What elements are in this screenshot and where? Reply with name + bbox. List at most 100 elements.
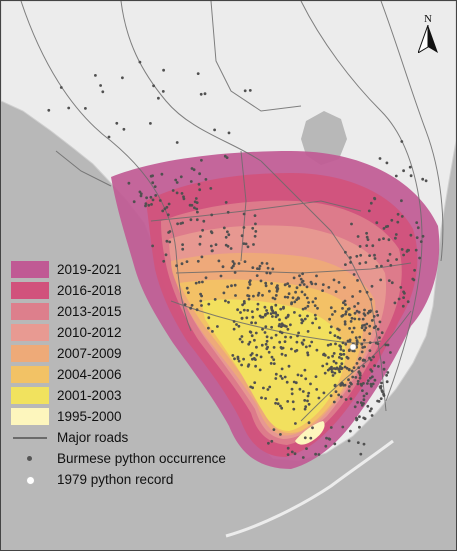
legend-label-1995-2000: 1995-2000 — [57, 409, 122, 424]
occurrence-point — [327, 437, 331, 441]
occurrence-point — [209, 244, 213, 248]
occurrence-point — [304, 306, 307, 310]
occurrence-point — [224, 235, 228, 239]
legend-swatch-2001-2003 — [11, 387, 49, 404]
occurrence-point — [211, 330, 214, 333]
occurrence-point — [163, 207, 167, 211]
occurrence-point — [248, 89, 252, 92]
occurrence-point — [373, 257, 377, 260]
occurrence-point — [311, 321, 314, 325]
occurrence-point — [355, 254, 359, 258]
occurrence-point — [294, 290, 297, 294]
occurrence-point — [199, 299, 203, 303]
occurrence-point — [349, 397, 353, 401]
occurrence-point — [138, 60, 142, 64]
occurrence-point — [334, 361, 338, 365]
occurrence-point — [355, 418, 358, 422]
occurrence-point — [185, 260, 189, 263]
occurrence-point — [363, 328, 366, 332]
occurrence-point — [253, 214, 257, 218]
occurrence-point — [196, 259, 200, 263]
occurrence-point — [400, 215, 404, 218]
occurrence-point — [269, 312, 273, 315]
occurrence-point — [101, 90, 105, 94]
occurrence-point — [274, 377, 278, 380]
occurrence-point — [368, 254, 371, 257]
occurrence-point — [197, 280, 201, 284]
occurrence-point — [307, 391, 311, 395]
occurrence-point — [280, 377, 284, 380]
occurrence-point — [347, 349, 351, 352]
occurrence-point — [158, 199, 162, 202]
occurrence-point — [282, 305, 285, 309]
occurrence-point — [296, 373, 300, 377]
occurrence-point — [394, 174, 398, 178]
occurrence-point — [364, 326, 368, 330]
occurrence-point — [341, 314, 345, 317]
occurrence-point — [271, 315, 274, 318]
occurrence-point — [59, 86, 63, 89]
occurrence-point — [303, 293, 307, 297]
occurrence-point — [338, 336, 342, 340]
occurrence-point — [359, 401, 363, 405]
occurrence-point — [365, 231, 368, 235]
occurrence-point — [339, 345, 343, 348]
occurrence-point — [194, 197, 198, 200]
occurrence-point — [284, 316, 288, 320]
occurrence-point — [358, 376, 362, 380]
occurrence-point — [179, 222, 183, 225]
occurrence-point — [257, 291, 261, 295]
occurrence-point — [379, 278, 383, 282]
occurrence-point — [198, 172, 202, 176]
occurrence-point — [226, 230, 229, 234]
occurrence-point — [375, 310, 379, 313]
legend-label-roads: Major roads — [57, 430, 129, 445]
occurrence-point — [198, 242, 202, 246]
occurrence-point — [181, 243, 185, 247]
occurrence-point — [359, 452, 363, 456]
occurrence-point — [175, 191, 179, 195]
occurrence-point — [47, 108, 51, 112]
lake-okeechobee — [301, 111, 347, 165]
occurrence-point — [415, 236, 419, 240]
occurrence-point — [414, 248, 418, 252]
occurrence-point — [343, 365, 347, 369]
occurrence-point — [370, 284, 374, 288]
occurrence-point — [179, 175, 183, 179]
occurrence-point — [359, 382, 363, 386]
occurrence-point — [407, 248, 410, 252]
occurrence-point — [292, 407, 296, 411]
occurrence-point — [255, 353, 259, 357]
occurrence-point — [322, 352, 326, 356]
occurrence-point — [165, 205, 169, 209]
occurrence-point — [332, 352, 336, 355]
occurrence-point — [344, 342, 348, 346]
occurrence-point — [246, 245, 250, 249]
north-arrow-icon — [417, 24, 438, 55]
occurrence-point — [180, 192, 184, 195]
occurrence-point — [200, 255, 204, 259]
occurrence-point — [349, 381, 352, 385]
occurrence-point — [286, 453, 290, 456]
occurrence-point — [382, 361, 386, 364]
occurrence-point — [151, 198, 155, 202]
occurrence-point — [366, 238, 370, 242]
occurrence-point — [255, 345, 258, 349]
occurrence-point — [166, 213, 170, 217]
occurrence-point — [214, 243, 218, 247]
occurrence-point — [278, 340, 282, 344]
occurrence-point — [280, 331, 284, 335]
occurrence-point — [386, 343, 390, 347]
occurrence-point — [289, 335, 293, 339]
occurrence-point — [338, 365, 342, 368]
occurrence-point — [256, 302, 260, 306]
occurrence-point — [356, 379, 360, 383]
occurrence-point — [352, 273, 356, 276]
occurrence-point — [227, 233, 231, 237]
occurrence-point — [250, 352, 254, 355]
occurrence-point — [270, 439, 274, 443]
occurrence-point — [341, 307, 344, 310]
occurrence-point — [397, 297, 401, 301]
occurrence-point — [258, 264, 262, 268]
occurrence-point — [254, 222, 257, 226]
